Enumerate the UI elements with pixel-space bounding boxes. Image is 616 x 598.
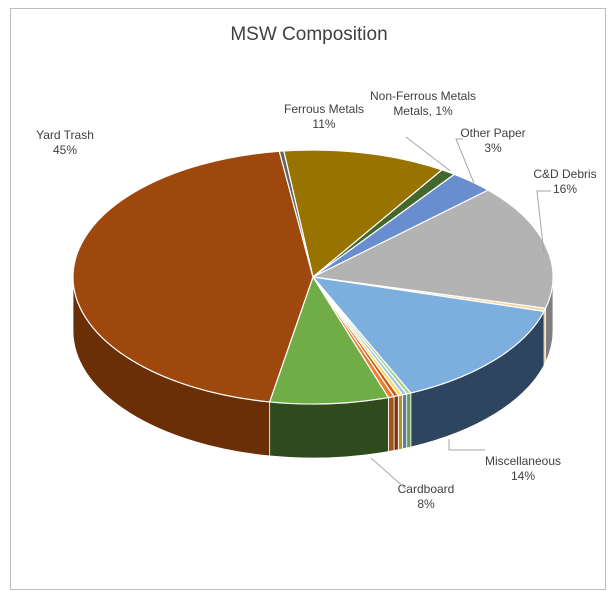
- pie-side-unlabeled: [393, 395, 399, 452]
- pie-side-unlabeled: [402, 393, 408, 450]
- pie-slice-unlabeled: [278, 150, 314, 278]
- pie-side-unlabeled: [387, 396, 395, 453]
- label-cd-debris: C&D Debris 16%: [533, 167, 596, 196]
- leader-cd-debris: [536, 190, 551, 255]
- pie-tops: [72, 149, 554, 405]
- pie-slice-miscellaneous: [312, 276, 545, 394]
- pie-slice-cardboard: [269, 276, 389, 405]
- pie-slice-ferrous-metals: [283, 149, 443, 278]
- leader-miscellaneous: [448, 439, 485, 451]
- slice-labels: Yard Trash 45% Ferrous Metals 11%Non-Ferrou…: [36, 89, 597, 511]
- pie-side-unlabeled: [406, 392, 412, 449]
- pie-side-unlabeled: [397, 394, 403, 451]
- pie-slice-yard-trash: [72, 150, 314, 403]
- label-non-ferrous-metals: Non-Ferrous Metals Metals, 1%: [370, 89, 476, 118]
- label-other-paper: Other Paper 3%: [460, 126, 525, 155]
- chart-title: MSW Composition: [230, 24, 387, 45]
- pie-side-cardboard: [269, 397, 389, 459]
- chart-frame: MSW Composition Yard Trash 45% Ferrous Met…: [10, 8, 606, 590]
- label-yard-trash: Yard Trash 45%: [36, 128, 94, 157]
- leader-cardboard: [370, 457, 407, 490]
- pie-slice-c-d-debris: [312, 189, 554, 309]
- leader-non-ferrous-metals: [405, 136, 451, 172]
- label-cardboard: Cardboard 8%: [398, 482, 455, 511]
- pie-sides: [72, 276, 554, 459]
- leader-other-paper: [455, 138, 475, 184]
- label-miscellaneous: Miscellaneous 14%: [485, 454, 561, 483]
- pie-chart: MSW Composition Yard Trash 45% Ferrous Met…: [36, 24, 597, 511]
- label-ferrous-metals: Ferrous Metals 11%: [284, 102, 364, 131]
